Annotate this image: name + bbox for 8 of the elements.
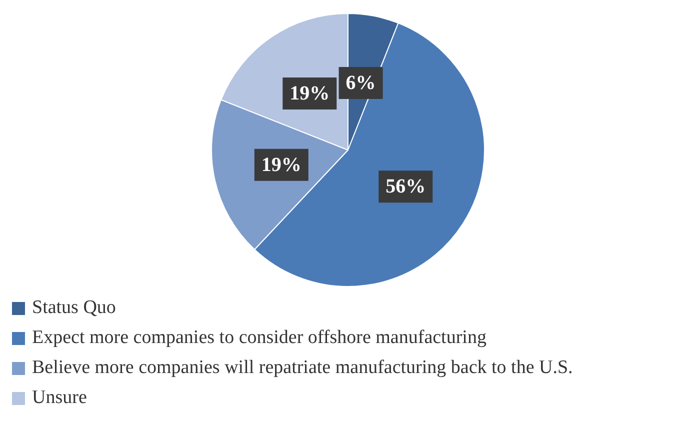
data-label: 6%	[346, 72, 376, 94]
data-label: 19%	[290, 82, 330, 105]
data-label: 56%	[386, 176, 426, 198]
data-label: 19%	[261, 154, 302, 176]
legend-label: Believe more companies will repatriate manufacturing back to the U.S.	[32, 357, 573, 379]
legend-label: Status Quo	[32, 297, 116, 319]
legend-label: Expect more companies to consider offshore manufacturing	[32, 327, 486, 349]
legend-label: Unsure	[32, 387, 87, 409]
